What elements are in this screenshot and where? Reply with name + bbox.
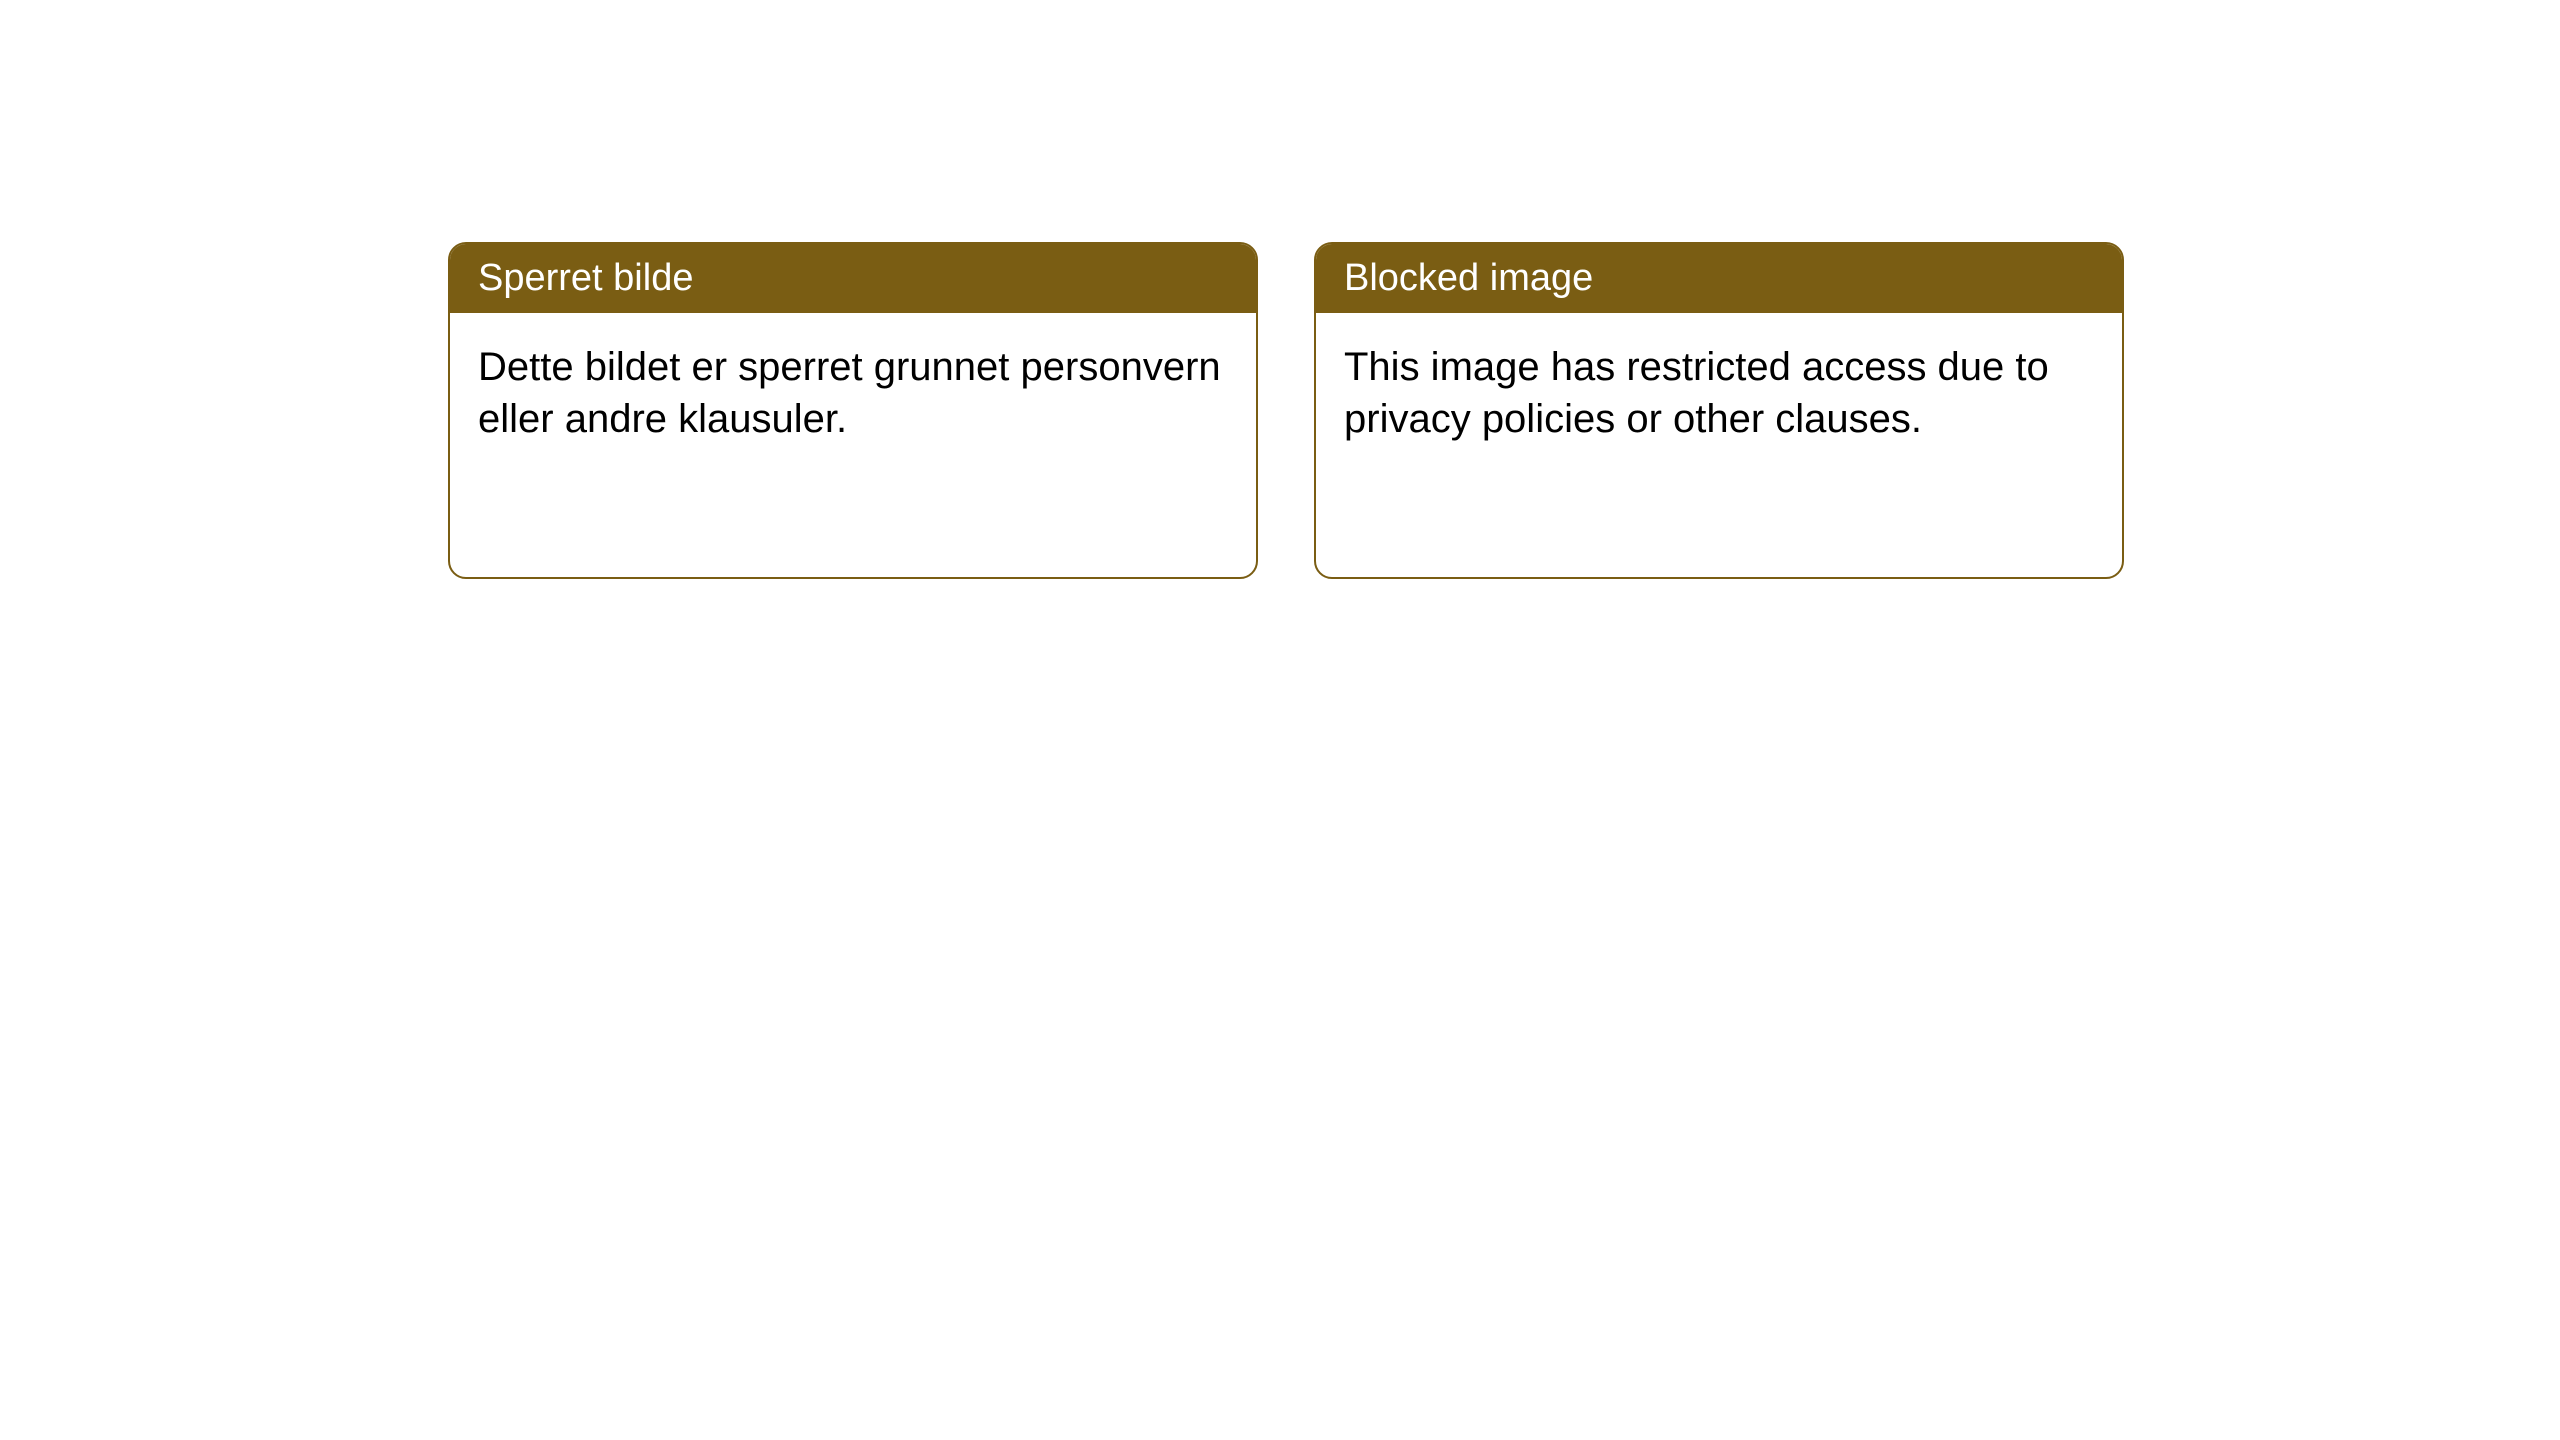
notice-card-english: Blocked image This image has restricted … bbox=[1314, 242, 2124, 579]
card-message: Dette bildet er sperret grunnet personve… bbox=[450, 313, 1256, 473]
notice-card-norwegian: Sperret bilde Dette bildet er sperret gr… bbox=[448, 242, 1258, 579]
card-title: Sperret bilde bbox=[450, 244, 1256, 313]
card-message: This image has restricted access due to … bbox=[1316, 313, 2122, 473]
blocked-image-notices: Sperret bilde Dette bildet er sperret gr… bbox=[448, 242, 2124, 579]
card-title: Blocked image bbox=[1316, 244, 2122, 313]
